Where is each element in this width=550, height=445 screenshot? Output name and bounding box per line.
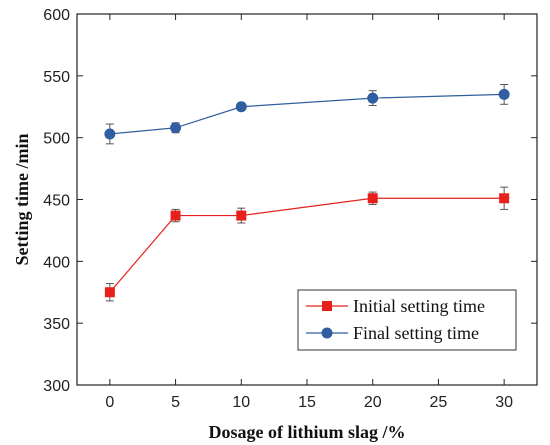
y-axis-title: Setting time /min — [12, 134, 32, 266]
legend-box — [297, 289, 517, 351]
x-axis-title: Dosage of lithium slag /% — [208, 422, 405, 442]
data-point — [104, 287, 115, 298]
y-tick-label: 300 — [43, 378, 70, 395]
y-tick-label: 450 — [43, 193, 70, 210]
y-tick-label: 600 — [43, 7, 70, 24]
series-2 — [104, 83, 510, 145]
series-1 — [104, 186, 510, 302]
x-tick-label: 25 — [430, 394, 448, 411]
y-tick-label: 550 — [43, 69, 70, 86]
x-tick-label: 0 — [105, 394, 114, 411]
legend-label: Initial setting time — [353, 296, 485, 316]
legend: Initial setting time Final setting time — [297, 289, 517, 351]
x-tick-label: 15 — [298, 394, 316, 411]
data-series — [104, 83, 510, 302]
axis-ticks: 0 5 10 15 20 25 30 300 350 400 450 500 550 600 — [43, 7, 537, 411]
data-point — [235, 101, 247, 113]
x-tick-label: 5 — [171, 394, 180, 411]
legend-marker — [321, 327, 333, 339]
data-point — [236, 210, 247, 221]
legend-marker — [322, 301, 332, 311]
y-tick-label: 400 — [43, 254, 70, 271]
y-tick-label: 500 — [43, 131, 70, 148]
x-tick-label: 10 — [232, 394, 250, 411]
y-tick-label: 350 — [43, 316, 70, 333]
data-point — [170, 122, 182, 134]
series-line — [109, 197, 505, 293]
data-point — [499, 193, 510, 204]
data-point — [170, 210, 181, 221]
x-tick-label: 30 — [495, 394, 513, 411]
data-point — [367, 193, 378, 204]
series-line — [109, 93, 505, 135]
data-point — [367, 92, 379, 104]
legend-label: Final setting time — [353, 323, 479, 343]
data-point — [498, 88, 510, 100]
x-tick-label: 20 — [364, 394, 382, 411]
data-point — [104, 128, 116, 140]
